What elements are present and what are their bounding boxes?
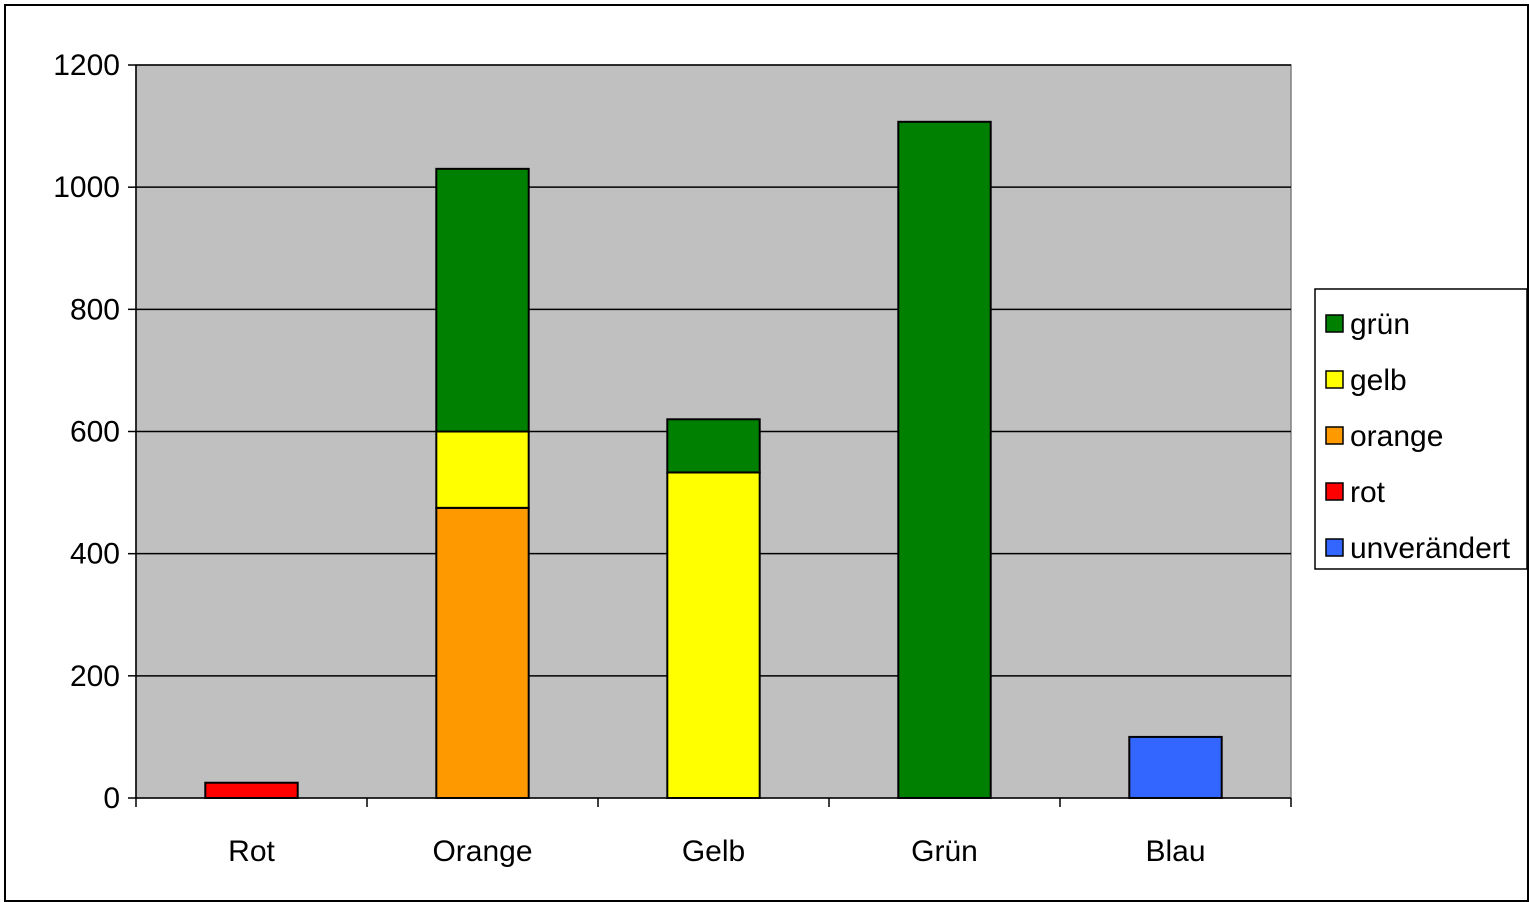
bars (204, 120, 1223, 800)
legend-swatch (1325, 314, 1344, 333)
legend-swatch (1325, 482, 1344, 501)
legend-label: grün (1350, 308, 1410, 341)
y-tick-label: 600 (70, 416, 120, 449)
bar-segment (897, 120, 992, 800)
legend-label: orange (1350, 420, 1443, 453)
y-tick-label: 400 (70, 538, 120, 571)
bar-segment (1128, 735, 1223, 800)
x-tick-labels: Rot Orange Gelb Grün Blau (228, 835, 1205, 868)
y-tick-label: 200 (70, 660, 120, 693)
x-tick-label: Orange (432, 835, 532, 868)
legend-box (1314, 288, 1528, 570)
bar-segment (435, 430, 530, 509)
legend-label: gelb (1350, 364, 1407, 397)
legend-label: rot (1350, 476, 1386, 509)
bar-segment (435, 506, 530, 799)
y-tick-label: 0 (103, 782, 120, 815)
y-tick-labels: 0 200 400 600 800 1000 1200 (53, 49, 120, 815)
x-tick-label: Rot (228, 835, 275, 868)
bar-segment (435, 167, 530, 433)
bar-segment (666, 471, 761, 799)
legend-label: unverändert (1350, 532, 1511, 565)
y-tick-label: 1000 (53, 171, 120, 204)
legend-swatch (1325, 426, 1344, 445)
x-tick-label: Grün (911, 835, 978, 868)
legend-swatch (1325, 538, 1344, 557)
bar-segment (666, 418, 761, 474)
legend-swatch (1325, 370, 1344, 389)
x-tick-label: Blau (1145, 835, 1205, 868)
axes (128, 64, 1292, 807)
y-tick-label: 800 (70, 293, 120, 326)
x-tick-label: Gelb (682, 835, 745, 868)
y-tick-label: 1200 (53, 49, 120, 82)
bar-segment (204, 781, 299, 800)
legend: grün gelb orange rot unverändert (1314, 288, 1528, 570)
